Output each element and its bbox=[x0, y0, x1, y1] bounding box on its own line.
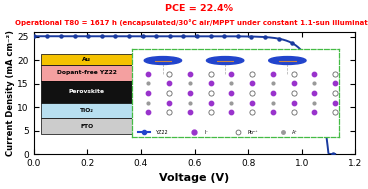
Text: PCE = 22.4%: PCE = 22.4% bbox=[165, 4, 233, 13]
X-axis label: Voltage (V): Voltage (V) bbox=[159, 174, 230, 184]
Text: Operational T80 = 1617 h (encapsulated/30°C air/MPPT under constant 1.1-sun illu: Operational T80 = 1617 h (encapsulated/3… bbox=[15, 19, 368, 26]
Y-axis label: Current Density (mA cm⁻²): Current Density (mA cm⁻²) bbox=[6, 30, 15, 156]
